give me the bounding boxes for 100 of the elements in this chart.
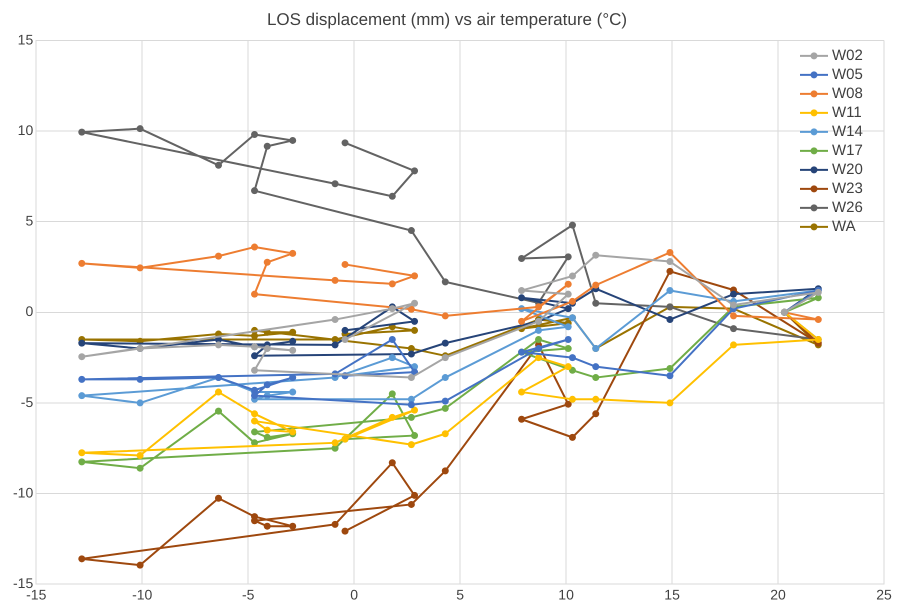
point — [136, 452, 144, 459]
point — [442, 312, 449, 320]
point — [564, 323, 572, 330]
point — [518, 416, 526, 423]
point — [666, 364, 674, 372]
point — [136, 376, 144, 383]
point — [730, 325, 738, 332]
point — [411, 406, 418, 414]
point — [332, 439, 339, 446]
point — [136, 399, 144, 406]
chart-title: LOS displacement (mm) vs air temperature (°C) — [266, 10, 628, 29]
point — [408, 401, 415, 408]
legend-label: W14 — [832, 123, 863, 140]
y-tick-label: 10 — [18, 122, 34, 138]
point — [411, 432, 418, 440]
point — [535, 326, 542, 334]
point — [251, 418, 258, 425]
point — [411, 167, 418, 174]
point — [730, 290, 738, 298]
point — [264, 142, 271, 150]
point — [535, 336, 542, 343]
point — [332, 316, 339, 324]
point — [518, 318, 526, 325]
point — [215, 408, 222, 415]
point — [289, 388, 296, 396]
point — [78, 392, 86, 400]
y-tick-label: -10 — [13, 484, 34, 500]
point — [592, 300, 600, 307]
point — [411, 300, 418, 307]
point — [564, 363, 572, 370]
point — [332, 276, 339, 284]
x-tick-label: 10 — [558, 586, 574, 602]
point — [332, 341, 339, 348]
point — [136, 125, 144, 132]
point — [666, 287, 674, 294]
point — [136, 562, 144, 569]
point — [666, 316, 674, 324]
legend-label: W20 — [832, 161, 863, 178]
point — [411, 326, 418, 334]
point — [264, 434, 271, 441]
point — [342, 528, 349, 535]
point — [592, 252, 600, 259]
point — [592, 396, 600, 403]
point — [408, 414, 415, 421]
point — [408, 227, 415, 234]
x-tick-label: 25 — [876, 586, 892, 602]
point — [730, 341, 738, 348]
x-tick-label: 0 — [350, 586, 358, 602]
point — [442, 467, 449, 474]
point — [408, 441, 415, 448]
legend-label: W23 — [832, 180, 863, 198]
point — [78, 128, 86, 136]
point — [564, 253, 572, 260]
x-tick-label: 5 — [456, 586, 464, 602]
point — [518, 388, 526, 396]
point — [388, 354, 396, 362]
legend-label: W26 — [832, 199, 863, 216]
legend-label: W05 — [832, 66, 863, 84]
point — [568, 272, 576, 280]
point — [666, 268, 674, 275]
point — [408, 500, 415, 508]
y-tick-label: -15 — [13, 575, 34, 592]
point — [442, 398, 449, 405]
point — [342, 336, 349, 343]
point — [264, 345, 271, 352]
point — [518, 254, 526, 262]
point — [251, 130, 258, 138]
point — [535, 303, 542, 310]
point — [564, 336, 572, 343]
point — [251, 366, 258, 374]
point — [568, 396, 576, 403]
point — [78, 376, 86, 383]
point — [408, 350, 415, 358]
legend-label: W17 — [832, 142, 863, 160]
point — [342, 260, 349, 268]
point — [264, 522, 271, 530]
point — [342, 139, 349, 146]
point — [535, 354, 542, 362]
point — [518, 294, 526, 302]
point — [78, 555, 86, 562]
point — [289, 328, 296, 336]
point — [264, 426, 271, 434]
point — [535, 345, 542, 352]
point — [564, 345, 572, 352]
point — [78, 449, 86, 456]
point — [564, 290, 572, 298]
legend-label: WA — [832, 218, 856, 236]
point — [442, 430, 449, 438]
point — [666, 399, 674, 406]
point — [251, 244, 258, 251]
point — [666, 372, 674, 380]
x-tick-label: 15 — [664, 586, 680, 602]
point — [592, 374, 600, 382]
point — [388, 280, 396, 288]
point — [289, 346, 296, 354]
point — [518, 287, 526, 294]
point — [332, 520, 339, 528]
x-tick-label: -10 — [132, 586, 153, 602]
point — [568, 434, 576, 441]
point — [289, 522, 296, 530]
